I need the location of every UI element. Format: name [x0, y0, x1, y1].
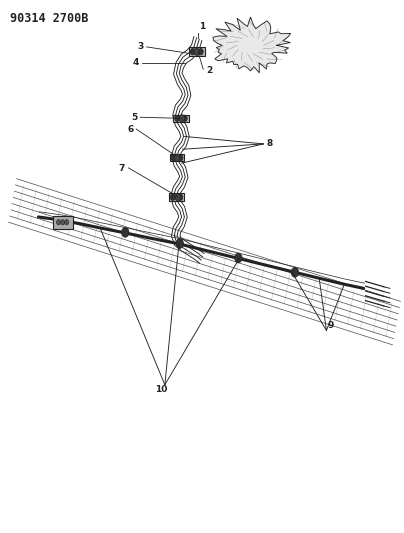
- Circle shape: [198, 49, 203, 55]
- Circle shape: [171, 155, 176, 161]
- FancyBboxPatch shape: [189, 47, 205, 56]
- Circle shape: [175, 115, 179, 122]
- Circle shape: [178, 155, 183, 161]
- Circle shape: [174, 154, 180, 161]
- FancyBboxPatch shape: [53, 216, 73, 229]
- Text: 90314 2700B: 90314 2700B: [10, 12, 88, 25]
- Text: 9: 9: [327, 321, 334, 330]
- Circle shape: [194, 48, 200, 55]
- Circle shape: [176, 239, 183, 248]
- Text: 6: 6: [127, 125, 133, 134]
- Circle shape: [183, 115, 187, 122]
- FancyBboxPatch shape: [170, 155, 184, 161]
- Circle shape: [178, 194, 183, 200]
- Text: 1: 1: [199, 22, 205, 31]
- Circle shape: [235, 253, 242, 263]
- Circle shape: [190, 49, 195, 55]
- Circle shape: [57, 220, 61, 225]
- Circle shape: [61, 220, 65, 225]
- Text: 7: 7: [119, 164, 125, 173]
- FancyBboxPatch shape: [173, 115, 189, 122]
- Circle shape: [291, 268, 299, 277]
- Text: 8: 8: [267, 140, 273, 148]
- Circle shape: [175, 193, 181, 201]
- Circle shape: [179, 115, 185, 122]
- Text: 10: 10: [156, 385, 168, 394]
- Circle shape: [122, 228, 129, 237]
- Circle shape: [170, 194, 175, 200]
- Polygon shape: [213, 17, 290, 73]
- FancyBboxPatch shape: [169, 193, 184, 201]
- Text: 2: 2: [206, 66, 212, 75]
- Text: 3: 3: [137, 43, 143, 51]
- Circle shape: [65, 220, 69, 225]
- Text: 4: 4: [133, 59, 139, 67]
- Text: 5: 5: [131, 113, 137, 122]
